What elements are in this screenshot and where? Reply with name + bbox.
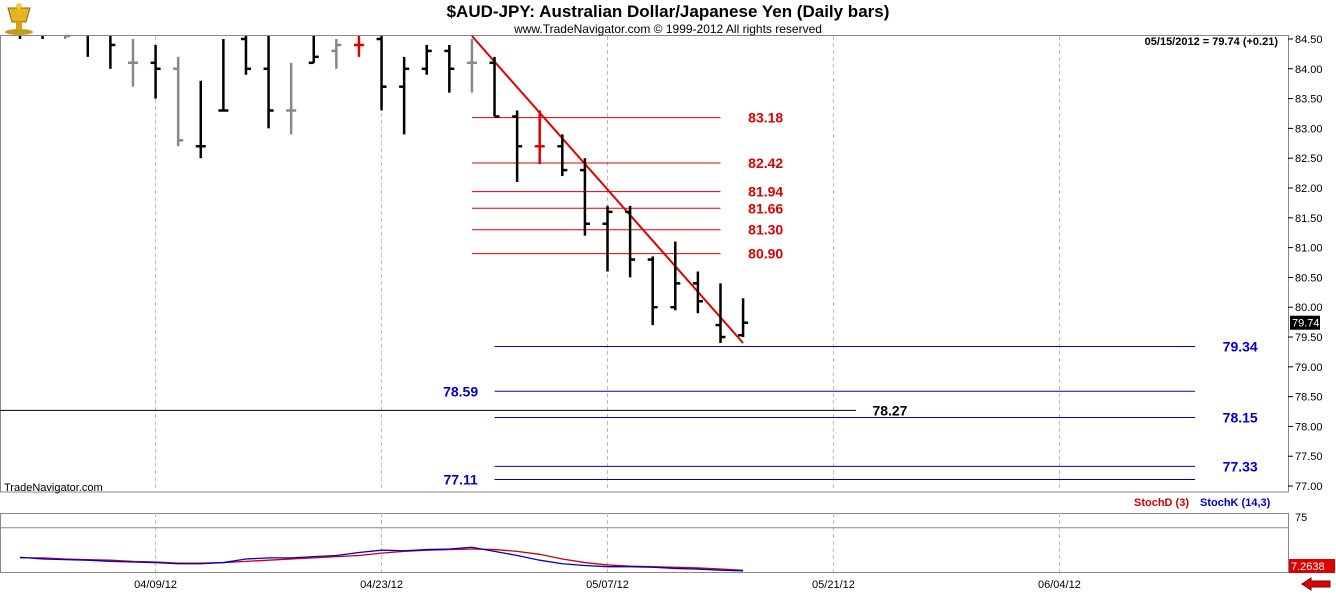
price-tick-label: 81.50 [1295,213,1323,225]
ohlc-bar [331,38,342,69]
ohlc-bar [376,36,387,111]
ohlc-bar [557,134,568,177]
date-tick-label: 04/09/12 [134,579,177,591]
price-tick-label: 84.00 [1295,64,1323,76]
date-axis: 04/09/12 04/23/12 05/07/12 05/21/12 06/04/12 [134,579,1081,591]
ohlc-bar [399,56,410,135]
price-level-label: 81.30 [748,222,783,238]
price-panel-frame [0,35,1289,493]
ohlc-bar [579,158,590,236]
ohlc-bar [444,44,455,93]
brand-label: TradeNavigator.com [4,482,103,494]
stochastic-panel: 75 7.2638 [0,512,1335,573]
stochastic-level-label: 75 [1295,512,1307,524]
ohlc-bar [489,56,500,118]
ohlc-bars [18,34,749,343]
ohlc-bar [670,241,681,311]
stochastic-value-label: 7.2638 [1291,561,1325,573]
ohlc-bar [647,256,658,326]
price-level-label: 81.66 [748,200,783,216]
stochd-label: StochD (3) [1134,497,1189,509]
stochastic-value-marker [1289,559,1335,573]
ohlc-bar [715,283,726,343]
ohlc-bar [263,36,274,129]
ohlc-bar [466,38,477,93]
ohlc-bar [286,62,297,135]
ohlc-bar [218,38,229,112]
price-tick-label: 80.00 [1295,302,1323,314]
price-tick-label: 83.00 [1295,123,1323,135]
chart-grid [0,35,1289,573]
price-tick-label: 82.00 [1295,183,1323,195]
price-level-label: 81.94 [748,184,783,200]
ohlc-bar [150,44,161,99]
price-tick-label: 84.50 [1295,34,1323,46]
ohlc-bar [63,34,71,39]
price-tick-label: 78.50 [1295,392,1323,404]
price-level-label: 78.59 [443,383,478,399]
stochk-label: StochK (14,3) [1200,497,1271,509]
price-readout: 05/15/2012 = 79.74 (+0.21) [1144,36,1278,48]
date-tick-label: 06/04/12 [1038,579,1081,591]
last-price-label: 79.74 [1292,318,1320,330]
date-tick-label: 04/23/12 [360,579,403,591]
ohlc-bar [240,36,251,75]
date-tick-label: 05/07/12 [586,579,629,591]
price-tick-label: 83.50 [1295,94,1323,106]
price-level-label: 82.42 [748,155,783,171]
price-level-label: 77.11 [443,471,477,487]
price-level-label: 79.34 [1223,339,1258,355]
price-tick-label: 77.00 [1295,481,1323,493]
stochk-line [19,546,744,572]
last-price-marker [1290,315,1320,330]
chart-subtitle: www.TradeNavigator.com © 1999-2012 All r… [514,22,822,36]
price-level-label: 83.18 [748,110,783,126]
price-tick-label: 79.50 [1295,332,1323,344]
ohlc-bar [602,205,613,272]
ohlc-bar [692,271,703,314]
price-level-label: 78.15 [1223,409,1258,425]
price-tick-label: 77.50 [1295,451,1323,463]
price-tick-label: 79.00 [1295,362,1323,374]
price-tick-label: 80.50 [1295,272,1323,284]
ohlc-bar [738,298,749,338]
date-tick-label: 05/21/12 [812,579,855,591]
ohlc-bar [421,44,432,75]
price-axis: 84.50 84.00 83.50 83.00 82.50 82.00 81.50 81.00… [1288,34,1323,493]
chart-title: $AUD-JPY: Australian Dollar/Japanese Yen… [446,2,890,21]
ohlc-bar [625,205,636,278]
ohlc-bar [534,110,545,165]
ohlc-bar [195,80,206,159]
ohlc-bar [173,56,184,147]
ohlc-bar [127,38,138,87]
ohlc-bar [353,36,364,57]
price-level-label: 78.27 [872,402,907,418]
price-tick-label: 82.50 [1295,153,1323,165]
ohlc-bar [512,110,523,183]
price-tick-label: 81.00 [1295,243,1323,255]
ohlc-bar [308,36,319,65]
price-tick-label: 78.00 [1295,421,1323,433]
price-level-label: 80.90 [748,246,783,262]
red-left-arrow-icon[interactable] [1301,577,1331,591]
price-level-label: 77.33 [1223,458,1258,474]
ohlc-bar [109,36,116,69]
stochastic-panel-frame [0,513,1289,573]
gold-trophy-icon [5,3,33,35]
